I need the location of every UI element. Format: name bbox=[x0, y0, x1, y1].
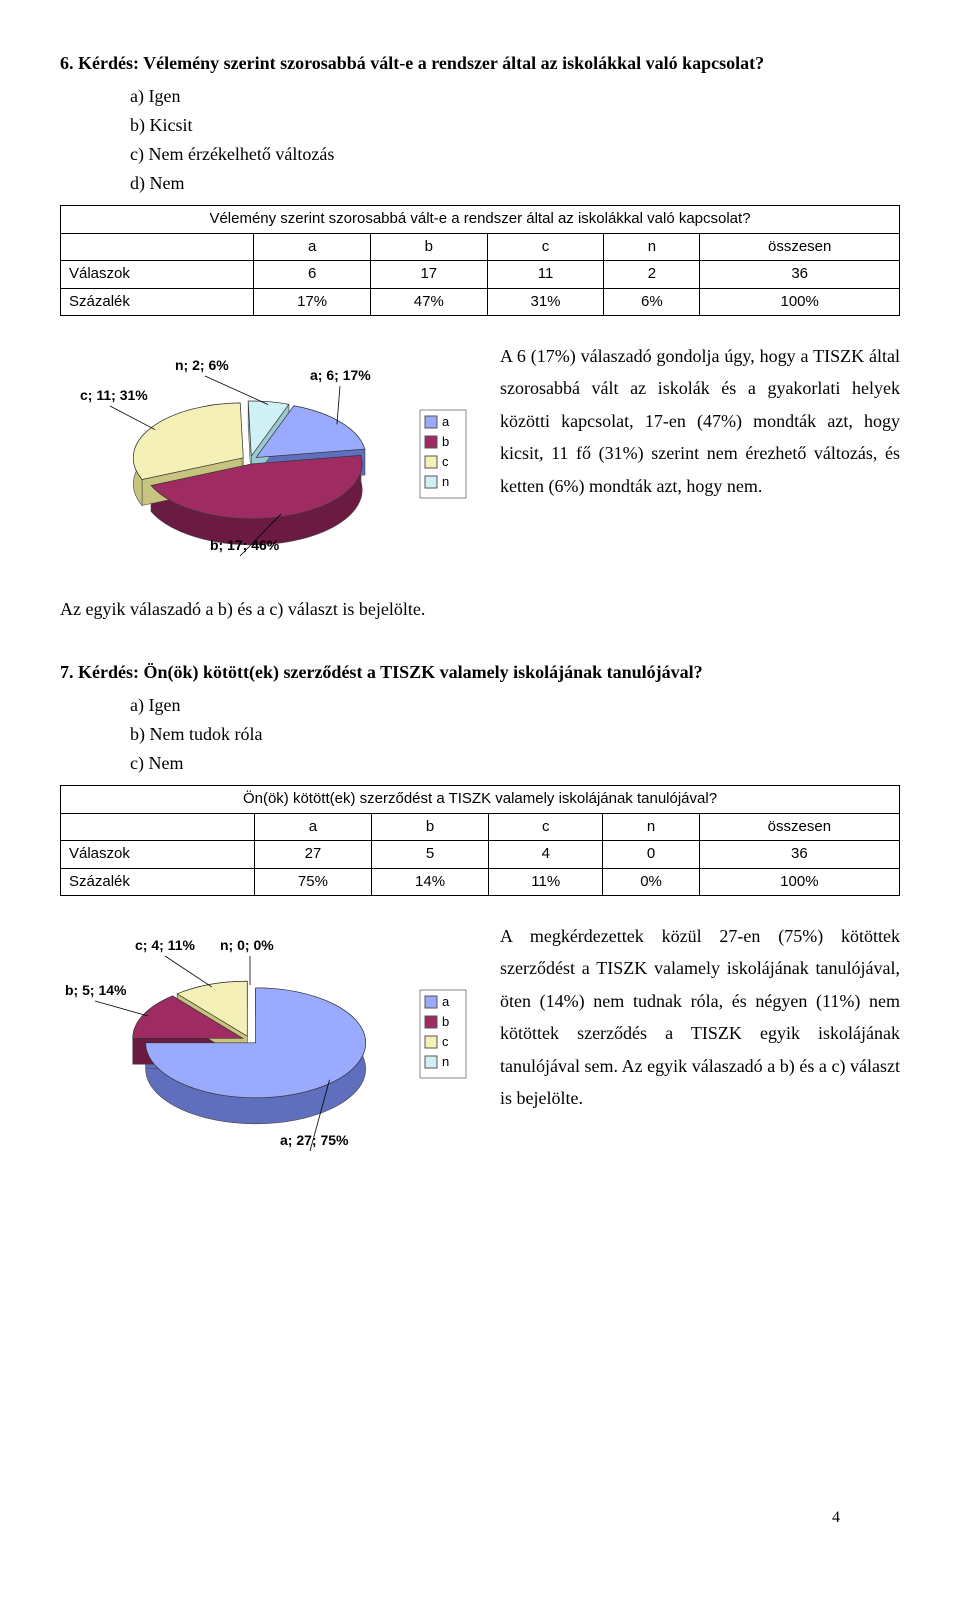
q6-table-caption: Vélemény szerint szorosabbá vált-e a ren… bbox=[61, 206, 900, 234]
cell: 6% bbox=[604, 288, 700, 316]
q6-opt-a: a) Igen bbox=[130, 83, 900, 110]
svg-text:c: c bbox=[442, 1034, 449, 1049]
svg-text:n; 0; 0%: n; 0; 0% bbox=[220, 937, 274, 953]
q6-table: Vélemény szerint szorosabbá vált-e a ren… bbox=[60, 205, 900, 316]
q7-title: 7. Kérdés: Ön(ök) kötött(ek) szerződést … bbox=[60, 659, 900, 686]
cell: 14% bbox=[371, 868, 488, 896]
svg-text:n: n bbox=[442, 1054, 449, 1069]
cell: c bbox=[487, 233, 604, 261]
q6-footer: Az egyik válaszadó a b) és a c) választ … bbox=[60, 596, 900, 623]
cell: 27 bbox=[254, 841, 371, 869]
table-row: Válaszok 27 5 4 0 36 bbox=[61, 841, 900, 869]
page-number: 4 bbox=[832, 1506, 840, 1530]
cell: 36 bbox=[700, 261, 900, 289]
cell bbox=[61, 233, 254, 261]
svg-text:a: a bbox=[442, 414, 450, 429]
q6-opt-c: c) Nem érzékelhető változás bbox=[130, 141, 900, 168]
q7-table: Ön(ök) kötött(ek) szerződést a TISZK val… bbox=[60, 785, 900, 896]
svg-text:c; 4; 11%: c; 4; 11% bbox=[135, 937, 195, 953]
q7-opt-a: a) Igen bbox=[130, 692, 900, 719]
q7-table-caption: Ön(ök) kötött(ek) szerződést a TISZK val… bbox=[61, 786, 900, 814]
svg-text:a; 6; 17%: a; 6; 17% bbox=[310, 367, 371, 383]
svg-text:n; 2; 6%: n; 2; 6% bbox=[175, 357, 229, 373]
cell: 11 bbox=[487, 261, 604, 289]
cell: 17 bbox=[370, 261, 487, 289]
table-row: a b c n összesen bbox=[61, 813, 900, 841]
cell: n bbox=[603, 813, 699, 841]
svg-text:c: c bbox=[442, 454, 449, 469]
cell: 6 bbox=[254, 261, 371, 289]
svg-text:a; 27; 75%: a; 27; 75% bbox=[280, 1132, 349, 1148]
q7-pie-chart: a; 27; 75% b; 5; 14% c; 4; 11% n; 0; 0% abcn bbox=[60, 920, 480, 1170]
cell: 100% bbox=[699, 868, 899, 896]
cell: c bbox=[489, 813, 603, 841]
table-row: a b c n összesen bbox=[61, 233, 900, 261]
cell: 47% bbox=[370, 288, 487, 316]
cell: 100% bbox=[700, 288, 900, 316]
cell: Százalék bbox=[61, 288, 254, 316]
cell: 0% bbox=[603, 868, 699, 896]
svg-text:a: a bbox=[442, 994, 450, 1009]
cell: 0 bbox=[603, 841, 699, 869]
cell: Százalék bbox=[61, 868, 255, 896]
cell: a bbox=[254, 813, 371, 841]
cell: összesen bbox=[700, 233, 900, 261]
cell: 36 bbox=[699, 841, 899, 869]
q6-opt-d: d) Nem bbox=[130, 170, 900, 197]
q6-number: 6. bbox=[60, 53, 74, 73]
svg-text:b: b bbox=[442, 1014, 449, 1029]
svg-text:n: n bbox=[442, 474, 449, 489]
q6-block: 6. Kérdés: Vélemény szerint szorosabbá v… bbox=[60, 50, 900, 623]
q7-opt-b: b) Nem tudok róla bbox=[130, 721, 900, 748]
cell: 11% bbox=[489, 868, 603, 896]
q7-opt-c: c) Nem bbox=[130, 750, 900, 777]
table-row: Százalék 75% 14% 11% 0% 100% bbox=[61, 868, 900, 896]
cell: a bbox=[254, 233, 371, 261]
cell: 31% bbox=[487, 288, 604, 316]
svg-text:b: b bbox=[442, 434, 449, 449]
cell: Válaszok bbox=[61, 841, 255, 869]
cell: 2 bbox=[604, 261, 700, 289]
q6-title: 6. Kérdés: Vélemény szerint szorosabbá v… bbox=[60, 50, 900, 77]
q6-paragraph: A 6 (17%) válaszadó gondolja úgy, hogy a… bbox=[500, 340, 900, 502]
q6-title-text: Kérdés: Vélemény szerint szorosabbá vált… bbox=[78, 53, 764, 73]
cell: 17% bbox=[254, 288, 371, 316]
svg-text:b; 5; 14%: b; 5; 14% bbox=[65, 982, 127, 998]
q7-block: 7. Kérdés: Ön(ök) kötött(ek) szerződést … bbox=[60, 659, 900, 1178]
svg-text:c; 11; 31%: c; 11; 31% bbox=[80, 387, 148, 403]
q6-opt-b: b) Kicsit bbox=[130, 112, 900, 139]
q6-pie-chart: a; 6; 17% b; 17; 46% c; 11; 31% n; 2; 6% abc… bbox=[60, 340, 480, 580]
q7-paragraph: A megkérdezettek közül 27-en (75%) kötöt… bbox=[500, 920, 900, 1114]
cell: b bbox=[370, 233, 487, 261]
cell: 4 bbox=[489, 841, 603, 869]
cell: 75% bbox=[254, 868, 371, 896]
cell bbox=[61, 813, 255, 841]
svg-text:b; 17; 46%: b; 17; 46% bbox=[210, 537, 280, 553]
cell: 5 bbox=[371, 841, 488, 869]
q6-options: a) Igen b) Kicsit c) Nem érzékelhető vál… bbox=[130, 83, 900, 197]
q7-title-text: Kérdés: Ön(ök) kötött(ek) szerződést a T… bbox=[78, 662, 703, 682]
q7-options: a) Igen b) Nem tudok róla c) Nem bbox=[130, 692, 900, 777]
table-row: Válaszok 6 17 11 2 36 bbox=[61, 261, 900, 289]
cell: n bbox=[604, 233, 700, 261]
cell: Válaszok bbox=[61, 261, 254, 289]
cell: b bbox=[371, 813, 488, 841]
q7-number: 7. bbox=[60, 662, 74, 682]
cell: összesen bbox=[699, 813, 899, 841]
table-row: Százalék 17% 47% 31% 6% 100% bbox=[61, 288, 900, 316]
